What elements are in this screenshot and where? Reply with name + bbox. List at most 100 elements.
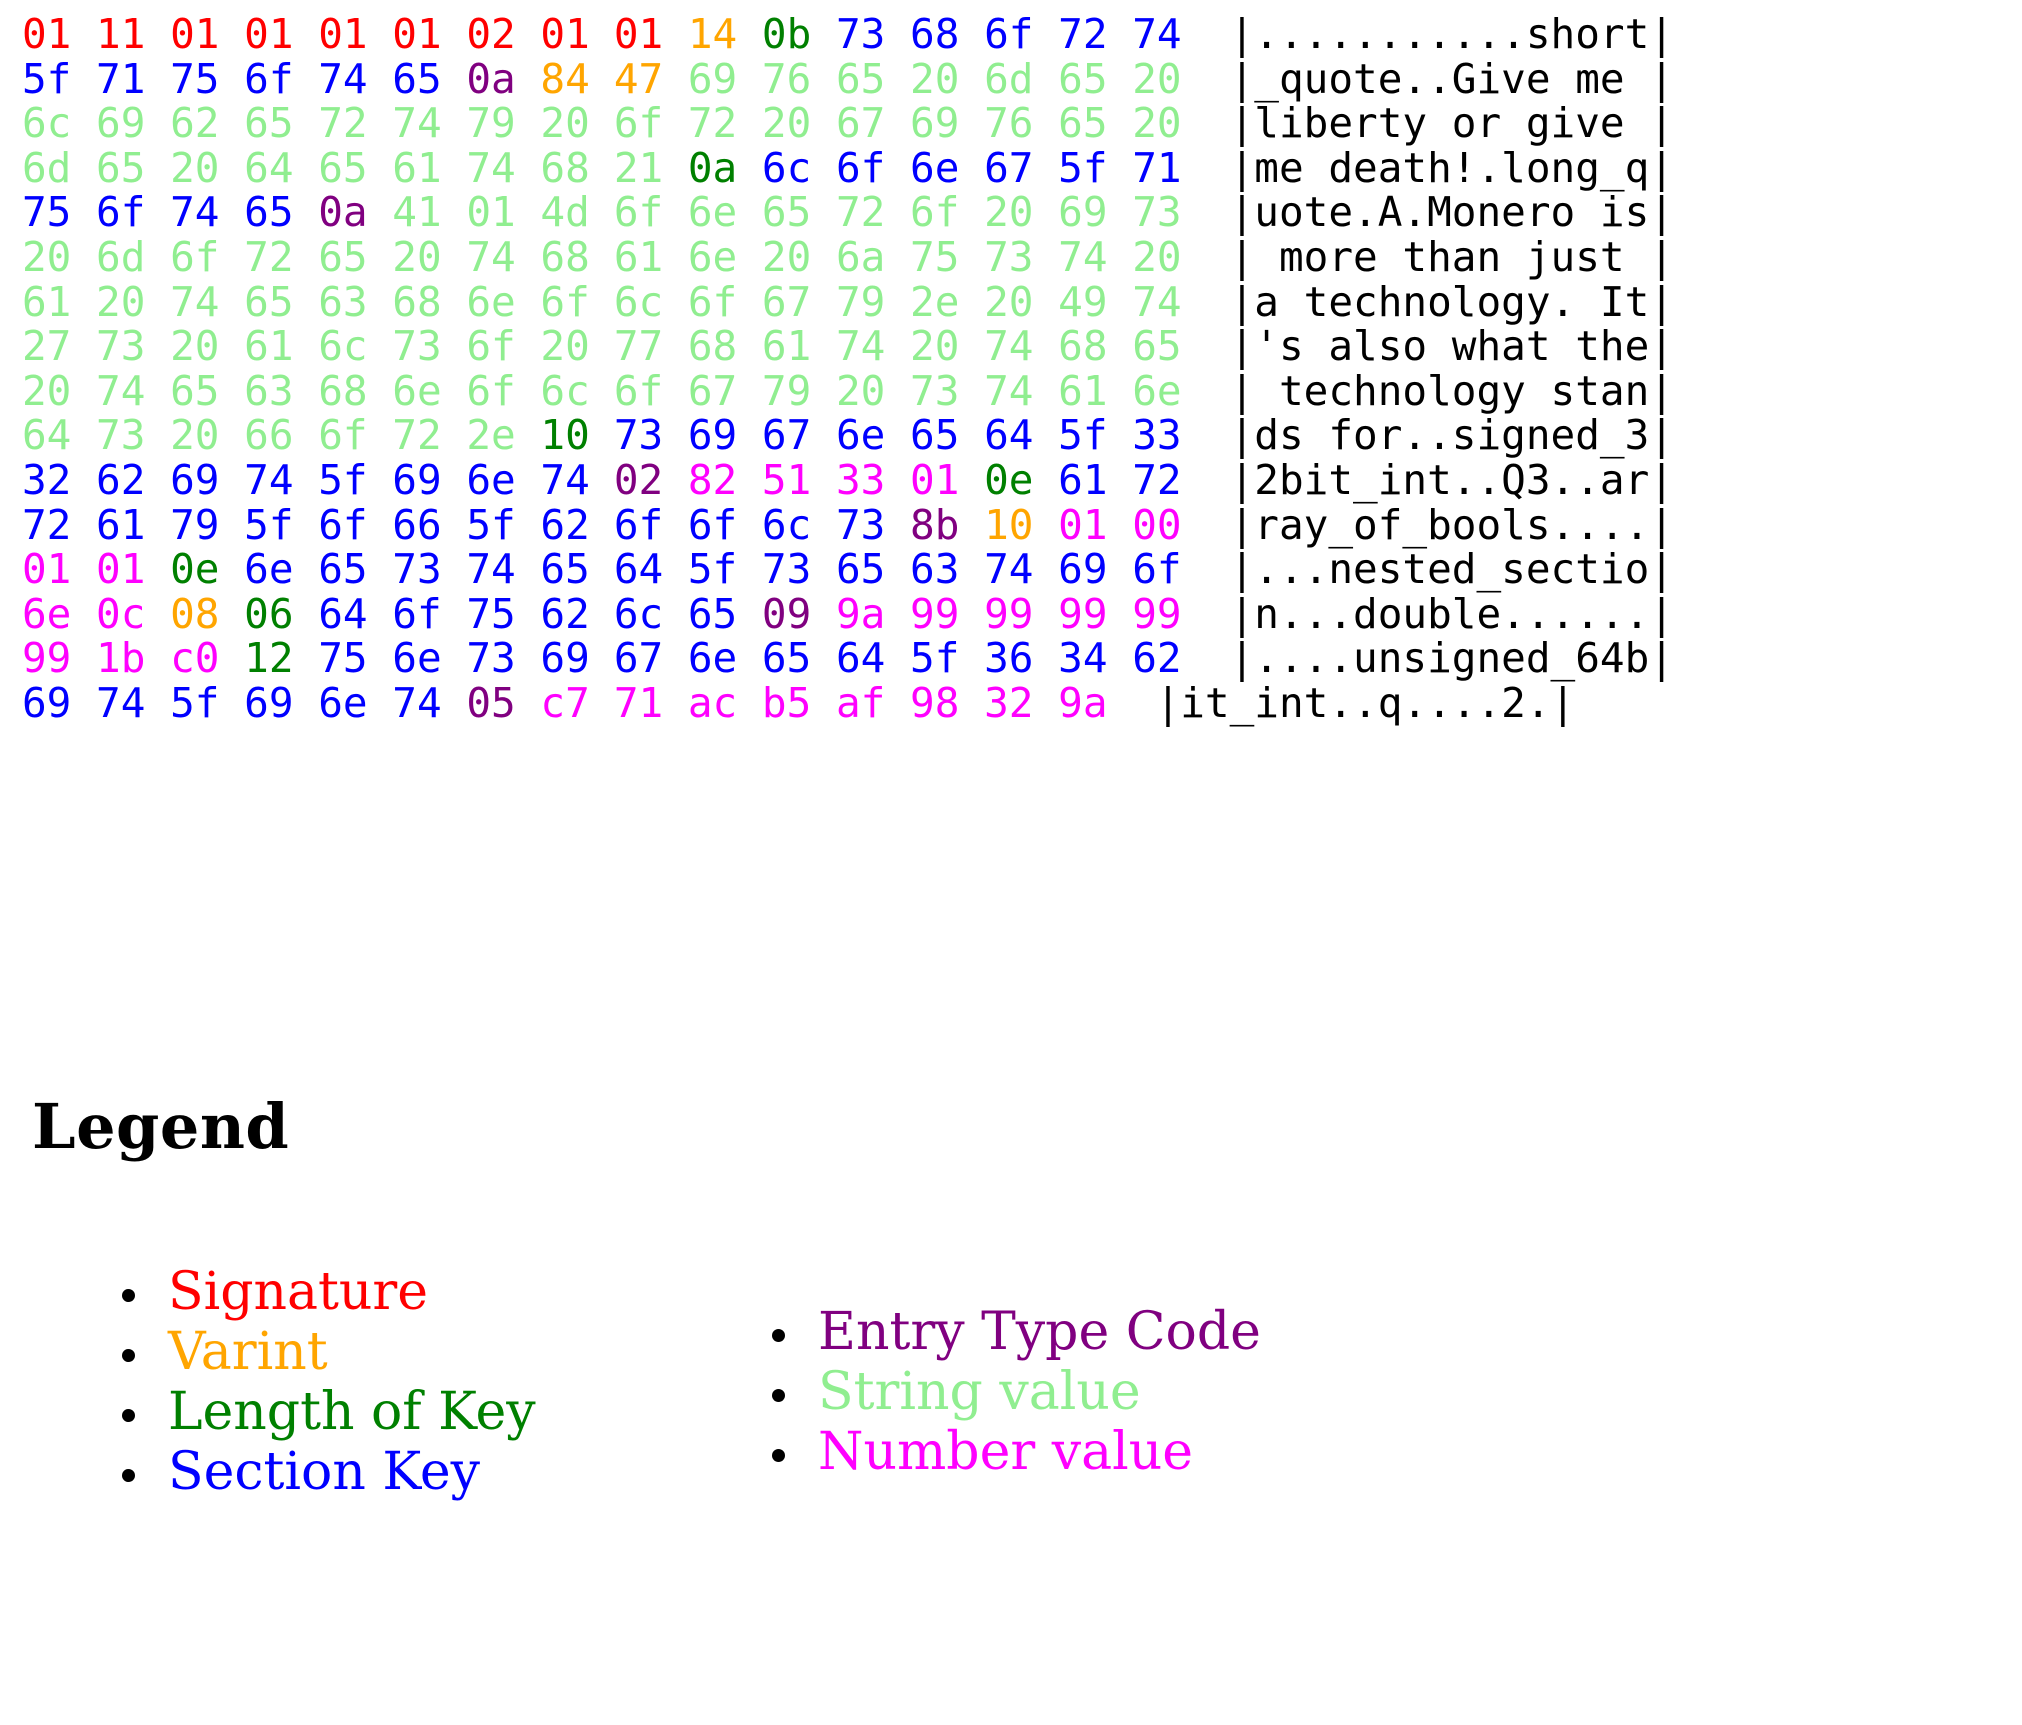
hex-byte: 62 <box>515 500 590 549</box>
hex-byte: 6e <box>663 634 738 683</box>
hex-group-left: 20 6d 6f 72 65 20 74 68 <box>22 235 590 280</box>
hex-byte: 6f <box>441 322 516 371</box>
hex-byte: b5 <box>737 678 812 727</box>
hex-byte: 65 <box>885 411 960 460</box>
hex-byte: 49 <box>1033 277 1108 326</box>
ascii-column: |ds for..signed_3| <box>1229 411 1674 460</box>
hex-byte: 20 <box>515 99 590 148</box>
hex-dump-row: 64 73 20 66 6f 72 2e 10 73 69 67 6e 65 64… <box>22 413 1674 458</box>
hex-dump-row: 6c 69 62 65 72 74 79 20 6f 72 20 67 69 76… <box>22 101 1674 146</box>
ascii-column: |'s also what the| <box>1229 322 1674 371</box>
hex-byte: 65 <box>663 589 738 638</box>
hex-byte: 69 <box>71 99 146 148</box>
hex-dump-row: 99 1b c0 12 75 6e 73 69 67 6e 65 64 5f 36… <box>22 636 1674 681</box>
hex-byte: 63 <box>293 277 368 326</box>
hex-group-right: 6f 67 79 20 73 74 61 6e <box>614 366 1182 415</box>
hex-byte: 8b <box>885 500 960 549</box>
hex-byte: 72 <box>219 232 294 281</box>
hex-dump-row: 01 11 01 01 01 01 02 01 01 14 0b 73 68 6f… <box>22 12 1674 57</box>
hex-group-left: 5f 71 75 6f 74 65 0a 84 <box>22 56 590 102</box>
hex-byte: 6e <box>293 678 368 727</box>
hex-byte: 61 <box>737 322 812 371</box>
hex-byte: 65 <box>145 366 220 415</box>
hex-byte: 68 <box>367 277 442 326</box>
hex-byte: 67 <box>613 634 664 683</box>
hex-dump-row: 69 74 5f 69 6e 74 05 c7 71 ac b5 af 98 32… <box>22 681 1674 726</box>
hex-byte: 64 <box>293 589 368 638</box>
hex-byte: 74 <box>367 99 442 148</box>
hex-byte: 6e <box>663 188 738 237</box>
hex-byte: 64 <box>613 545 664 594</box>
hex-byte: 69 <box>515 634 590 683</box>
hex-byte: 6f <box>663 500 738 549</box>
hex-byte: 69 <box>145 455 220 504</box>
hex-byte: ac <box>663 678 738 727</box>
hex-dump-row: 72 61 79 5f 6f 66 5f 62 6f 6f 6c 73 8b 10… <box>22 500 1674 549</box>
hex-byte: 34 <box>1033 634 1108 683</box>
hex-byte: 2e <box>441 411 516 460</box>
hex-group-right: 67 6e 65 64 5f 36 34 62 <box>614 636 1182 681</box>
hex-byte: 99 <box>1107 589 1182 638</box>
hex-byte: 9a <box>811 589 886 638</box>
hex-byte: 72 <box>663 99 738 148</box>
hex-byte: 74 <box>515 455 590 504</box>
hex-byte: 69 <box>1033 188 1108 237</box>
hex-byte: 00 <box>1107 500 1182 549</box>
hex-byte: 74 <box>959 366 1034 415</box>
hex-dump-row: 27 73 20 61 6c 73 6f 20 77 68 61 74 20 74… <box>22 324 1674 369</box>
ascii-column: | technology stan| <box>1229 366 1674 415</box>
hex-group-right: 71 ac b5 af 98 32 9a <box>614 681 1108 726</box>
hex-byte: 01 <box>885 455 960 504</box>
legend-item: Length of Key <box>110 1382 536 1442</box>
hex-byte: 20 <box>145 411 220 460</box>
hex-byte: 6f <box>71 188 146 237</box>
hex-byte: 64 <box>22 411 72 460</box>
hex-byte: 69 <box>1033 545 1108 594</box>
hex-byte: 5f <box>145 678 220 727</box>
hex-byte: 32 <box>959 678 1034 727</box>
hex-byte: 69 <box>663 54 738 103</box>
hex-byte: 6c <box>293 322 368 371</box>
hex-byte: 9a <box>1033 678 1108 727</box>
hex-byte: 75 <box>885 232 960 281</box>
hex-byte: 01 <box>22 545 72 594</box>
hex-dump-row: 01 01 0e 6e 65 73 74 65 64 5f 73 65 63 74… <box>22 547 1674 592</box>
hex-byte: c0 <box>145 634 220 683</box>
hex-dump-row: 6d 65 20 64 65 61 74 68 21 0a 6c 6f 6e 67… <box>22 143 1674 192</box>
hex-byte: 01 <box>515 10 590 58</box>
hex-group-right: 6f 72 20 67 69 76 65 20 <box>614 101 1182 146</box>
hex-byte: 5f <box>885 634 960 683</box>
hex-byte: 79 <box>145 500 220 549</box>
ascii-column: |uote.A.Monero is| <box>1229 188 1674 237</box>
hex-byte: 72 <box>22 500 72 549</box>
hex-group-left: 01 01 0e 6e 65 73 74 65 <box>22 547 590 592</box>
hex-byte: 68 <box>885 10 960 58</box>
hex-byte: 74 <box>959 322 1034 371</box>
hex-byte: 5f <box>441 500 516 549</box>
hex-byte: 01 <box>22 10 72 58</box>
hex-byte: 72 <box>1033 10 1108 58</box>
hex-group-right: 02 82 51 33 01 0e 61 72 <box>614 458 1182 503</box>
hex-byte: 33 <box>1107 411 1182 460</box>
hex-byte: 73 <box>71 411 146 460</box>
legend-item: Varint <box>110 1322 536 1382</box>
hex-byte: 64 <box>959 411 1034 460</box>
hex-byte: 99 <box>959 589 1034 638</box>
hex-byte: 61 <box>613 232 664 281</box>
hex-byte: 0a <box>293 188 368 237</box>
ascii-column: |me death!.long_q| <box>1229 143 1674 192</box>
hex-byte: 0b <box>737 10 812 58</box>
hex-byte: 6f <box>367 589 442 638</box>
hex-byte: 10 <box>515 411 590 460</box>
hex-group-right: 6f 6e 65 72 6f 20 69 73 <box>614 190 1182 235</box>
legend-item: Entry Type Code <box>760 1302 1261 1362</box>
hex-byte: 6f <box>613 188 664 237</box>
hex-byte: 2e <box>885 277 960 326</box>
hex-byte: 20 <box>367 232 442 281</box>
hex-byte: 72 <box>293 99 368 148</box>
hex-byte: 65 <box>293 143 368 192</box>
hex-dump-row: 20 6d 6f 72 65 20 74 68 61 6e 20 6a 75 73… <box>22 235 1674 280</box>
hex-byte: 6e <box>811 411 886 460</box>
hex-byte: 67 <box>737 411 812 460</box>
hex-byte: 61 <box>219 322 294 371</box>
